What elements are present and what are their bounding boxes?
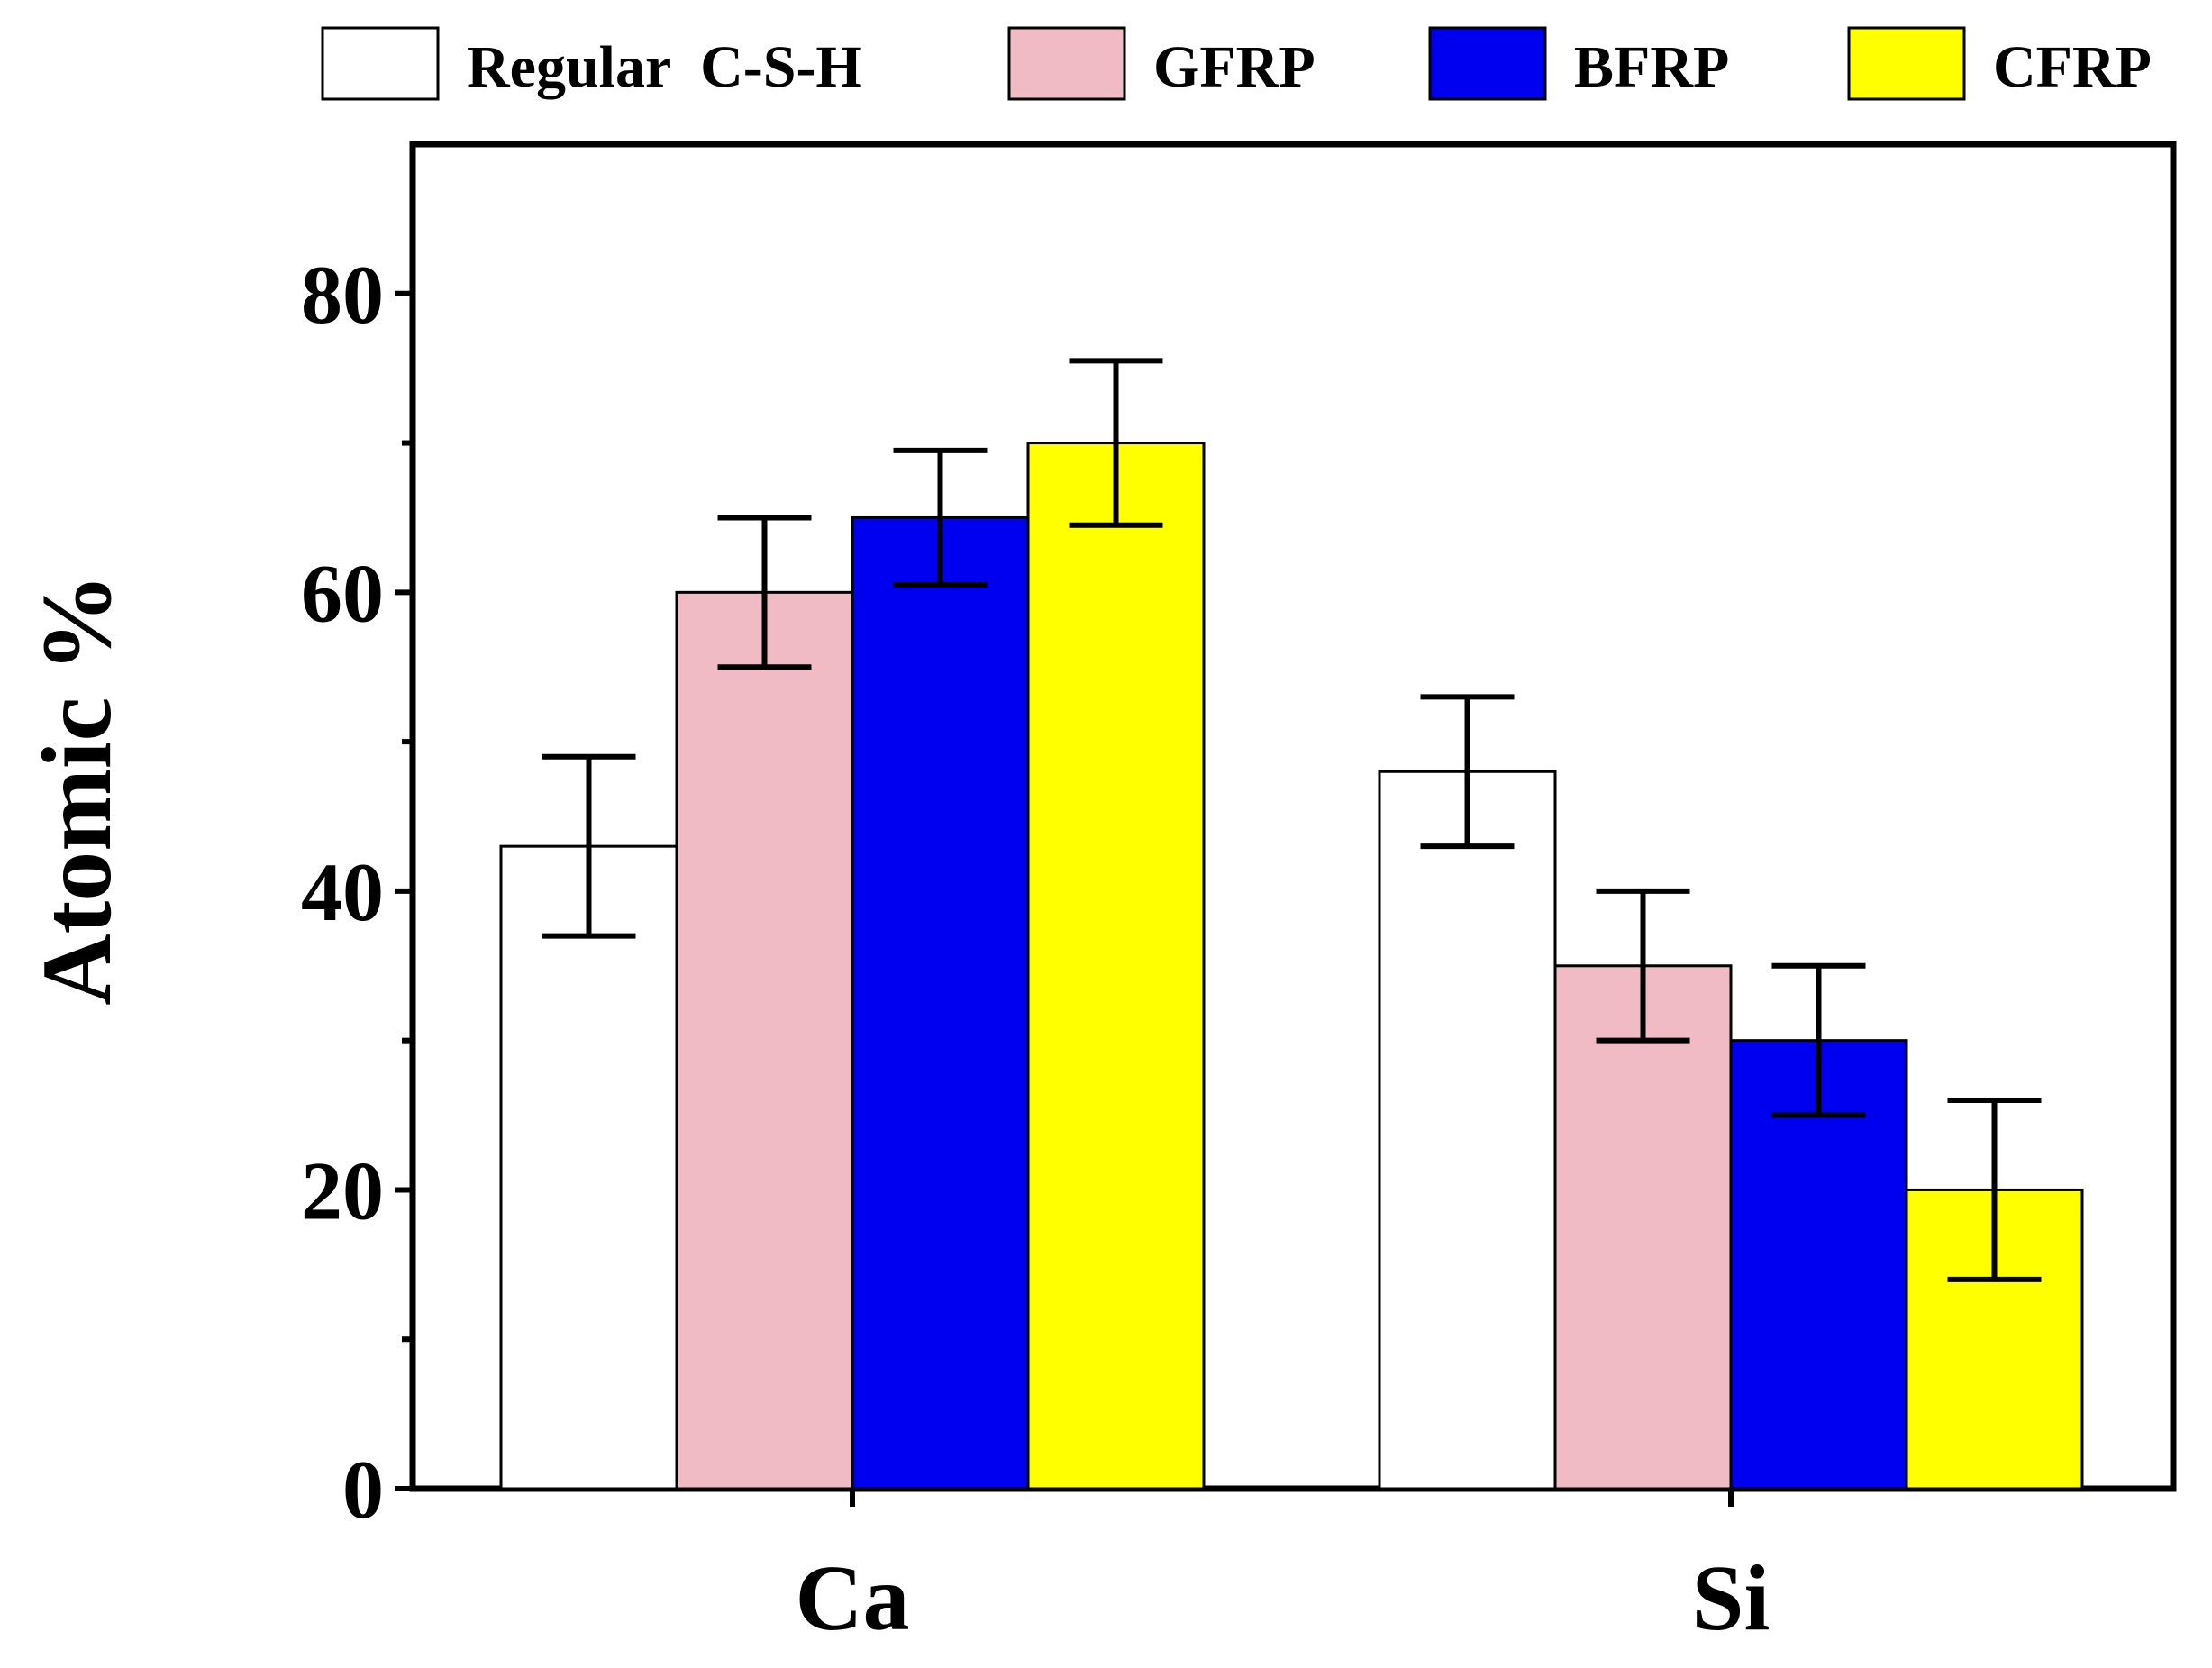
bar-si-gfrp xyxy=(1553,964,1733,1490)
error-bar-si-regular-c-s-h xyxy=(1420,694,1515,850)
legend-label: Regular C-S-H xyxy=(467,34,862,100)
legend-item-gfrp: GFRP xyxy=(1007,26,1315,101)
legend: Regular C-S-H GFRP BFRP CFRP xyxy=(321,26,2152,101)
bar-ca-regular-c-s-h xyxy=(499,844,678,1490)
y-tick-label: 0 xyxy=(342,1444,384,1536)
legend-label: GFRP xyxy=(1153,34,1315,100)
x-category-label-ca: Ca xyxy=(795,1546,909,1650)
y-tick-label: 40 xyxy=(301,846,384,938)
x-axis: Ca Si xyxy=(795,1489,1770,1650)
error-bar-si-bfrp xyxy=(1771,962,1866,1118)
legend-item-bfrp: BFRP xyxy=(1428,26,1729,101)
y-tick-label: 20 xyxy=(301,1144,384,1236)
legend-swatch xyxy=(321,26,440,101)
error-bar-si-gfrp xyxy=(1596,888,1690,1044)
legend-item-regular-c-s-h: Regular C-S-H xyxy=(321,26,862,101)
bar-ca-gfrp xyxy=(675,590,854,1490)
error-bar-ca-bfrp xyxy=(893,447,988,588)
y-axis: 0 20 40 60 80 xyxy=(301,249,413,1536)
legend-label: CFRP xyxy=(1993,34,2152,100)
legend-item-cfrp: CFRP xyxy=(1847,26,2152,101)
error-bar-ca-cfrp xyxy=(1069,358,1163,528)
error-bars xyxy=(542,358,2042,1282)
error-bar-ca-gfrp xyxy=(717,515,812,670)
bar-ca-cfrp xyxy=(1026,442,1206,1490)
bars xyxy=(499,442,2084,1490)
legend-swatch xyxy=(1847,26,1966,101)
x-category-label-si: Si xyxy=(1692,1546,1771,1650)
bar-ca-bfrp xyxy=(851,515,1030,1490)
plot-frame xyxy=(409,141,2177,1492)
bar-si-regular-c-s-h xyxy=(1378,770,1557,1490)
legend-swatch xyxy=(1007,26,1126,101)
y-tick-label: 60 xyxy=(301,547,384,639)
error-bar-ca-regular-c-s-h xyxy=(542,753,636,939)
y-tick-label: 80 xyxy=(301,249,384,341)
plot-area xyxy=(409,141,2177,1492)
y-axis-label: Atomic % xyxy=(22,573,132,1006)
legend-label: BFRP xyxy=(1574,34,1729,100)
legend-swatch xyxy=(1428,26,1547,101)
error-bar-si-cfrp xyxy=(1947,1097,2042,1282)
